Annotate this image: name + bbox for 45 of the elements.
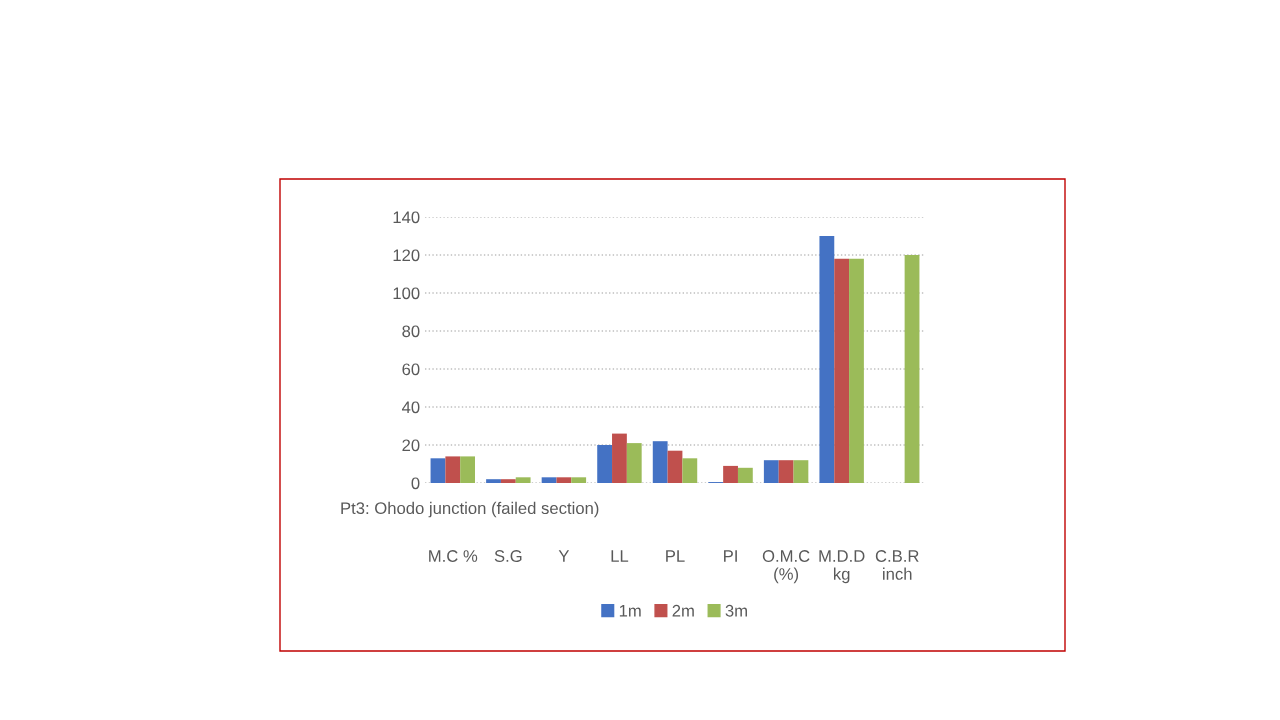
legend-label: 1m — [619, 605, 641, 617]
bar — [652, 441, 668, 483]
legend-label: 2m — [672, 604, 694, 617]
bar — [460, 456, 475, 483]
x-tick-label: M.C % — [429, 550, 478, 562]
x-tick-label: M.D.D kg — [819, 550, 865, 584]
legend-label: 3m — [725, 604, 747, 617]
bar — [541, 477, 557, 483]
x-tick-label: C.B.R inch — [875, 550, 919, 580]
bar — [515, 477, 531, 483]
y-tick-label: 60 — [402, 363, 420, 376]
y-tick-label: 40 — [401, 401, 420, 414]
bar — [737, 467, 753, 483]
bar — [763, 460, 779, 483]
bar — [849, 258, 864, 483]
x-tick-label: PL — [666, 550, 685, 562]
x-tick-label: LL — [611, 550, 629, 562]
x-tick-label: Y — [558, 550, 570, 562]
bar — [500, 479, 516, 483]
bar — [723, 465, 738, 483]
bar — [612, 433, 627, 483]
bar — [556, 477, 572, 483]
x-tick-label: PI — [724, 550, 737, 562]
x-tick-label: O.M.C (%) — [762, 550, 810, 584]
y-tick-label: 20 — [402, 439, 420, 452]
x-tick-label: S.G — [494, 550, 522, 562]
bar — [486, 479, 501, 483]
bar — [571, 477, 587, 483]
y-tick-label: 120 — [393, 249, 420, 262]
bar — [445, 456, 461, 483]
y-tick-label: 0 — [411, 477, 420, 490]
bar — [793, 460, 809, 483]
y-tick-label: 80 — [402, 325, 420, 338]
y-tick-label: 140 — [393, 211, 420, 224]
bar — [430, 458, 446, 483]
bar — [904, 255, 920, 483]
bar — [778, 460, 794, 483]
bar — [626, 443, 642, 483]
bar — [597, 445, 613, 483]
y-tick-label: 100 — [393, 287, 420, 300]
bar — [819, 236, 835, 483]
text: Pt3: Ohodo junction (failed section) — [341, 501, 599, 518]
bar — [682, 458, 698, 483]
bar — [667, 450, 683, 483]
bar — [834, 258, 850, 483]
